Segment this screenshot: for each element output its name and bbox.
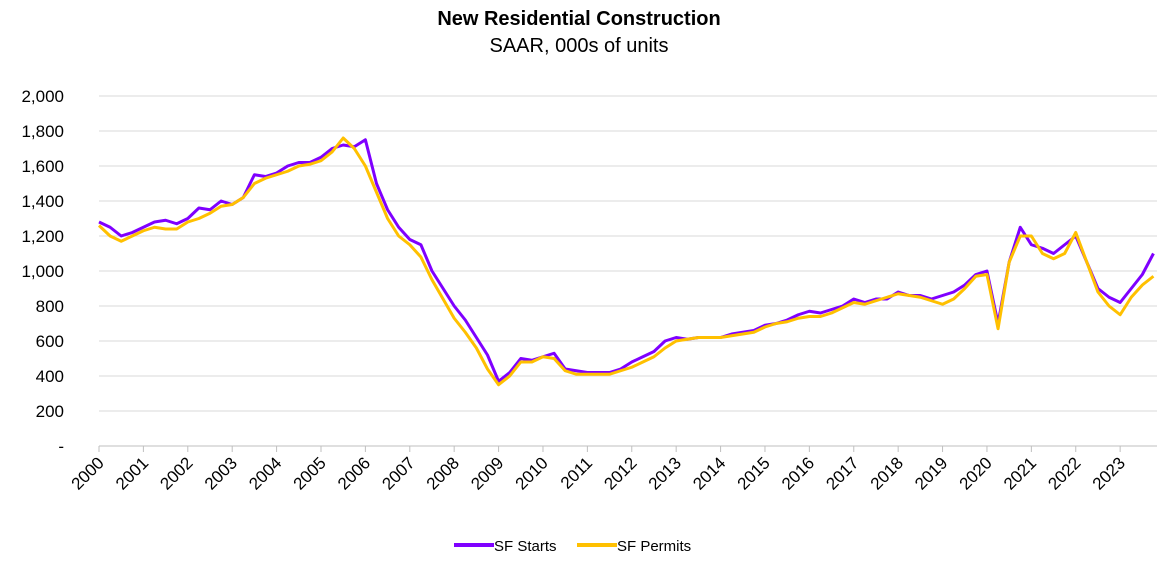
x-tick-label: 2020 [956, 453, 996, 493]
x-tick-label: 2013 [645, 453, 685, 493]
y-tick-label: 1,400 [21, 192, 64, 211]
chart-subtitle: SAAR, 000s of units [490, 35, 669, 57]
y-tick-label: 1,200 [21, 227, 64, 246]
y-tick-label: - [58, 437, 64, 456]
legend-label: SF Starts [494, 538, 557, 555]
x-tick-label: 2012 [600, 453, 640, 493]
y-tick-label: 600 [36, 332, 64, 351]
y-tick-label: 1,800 [21, 122, 64, 141]
x-tick-label: 2017 [822, 453, 862, 493]
x-tick-label: 2000 [68, 453, 108, 493]
x-tick-label: 2015 [734, 453, 774, 493]
chart-title: New Residential Construction [437, 8, 720, 30]
line-series [98, 138, 1155, 383]
x-tick-label: 2018 [867, 453, 907, 493]
y-tick-label: 1,600 [21, 157, 64, 176]
y-tick-label: 1,000 [21, 262, 64, 281]
x-tick-label: 2001 [112, 453, 152, 493]
x-tick-label: 2005 [290, 453, 330, 493]
x-tick-label: 2011 [557, 453, 596, 492]
y-tick-label: 800 [36, 297, 64, 316]
y-tick-label: 200 [36, 402, 64, 421]
x-tick-label: 2010 [512, 453, 552, 493]
x-tick-label: 2019 [911, 453, 951, 493]
x-tick-label: 2022 [1044, 453, 1084, 493]
y-tick-label: 2,000 [21, 87, 64, 106]
x-tick-label: 2008 [423, 453, 463, 493]
x-tick-label: 2021 [1000, 453, 1040, 493]
x-tick-label: 2009 [467, 453, 507, 493]
x-tick-label: 2014 [689, 453, 729, 493]
y-tick-label: 400 [36, 367, 64, 386]
x-tick-label: 2023 [1089, 453, 1129, 493]
line-series [97, 136, 1155, 387]
x-tick-label: 2006 [334, 453, 374, 493]
x-tick-label: 2004 [245, 453, 285, 493]
x-tick-label: 2003 [201, 453, 241, 493]
x-tick-label: 2002 [156, 453, 196, 493]
x-tick-label: 2007 [378, 453, 418, 493]
legend-label: SF Permits [617, 538, 691, 555]
x-tick-label: 2016 [778, 453, 818, 493]
